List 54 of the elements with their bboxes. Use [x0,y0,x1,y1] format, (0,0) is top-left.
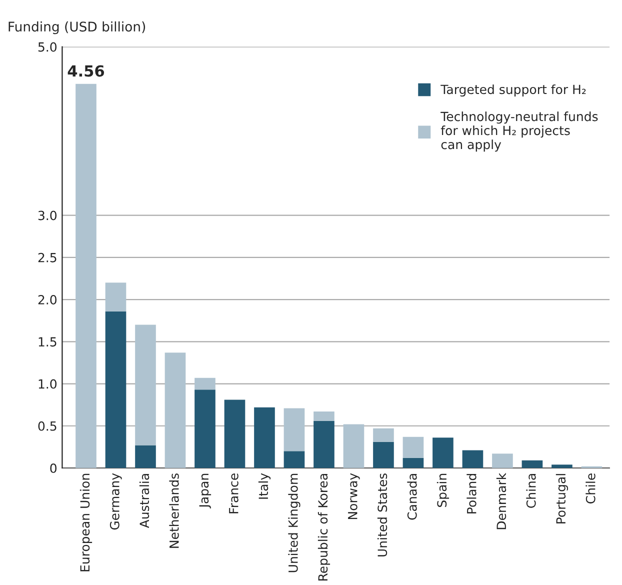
bar [76,84,96,468]
x-tick-label: Denmark [496,472,506,530]
bar [254,407,275,468]
x-tick-label: United States [377,473,388,556]
x-tick-label: Canada [407,474,417,520]
x-tick-label: Australia [139,474,150,528]
x-tick-label: Italy [258,473,271,499]
x-tick-label: Chile [586,474,596,504]
bar [432,438,454,468]
bar [284,451,305,468]
bar [343,424,364,468]
bar [194,378,216,390]
y-tick-label: 0 [50,463,57,473]
bar [164,352,186,468]
bar [105,282,126,312]
x-tick-label: Netherlands [169,473,179,548]
bar [522,460,543,468]
x-tick-label: United Kingdom [288,474,300,572]
bar [224,400,246,468]
y-tick-label: 2.0 [38,294,57,304]
bar [135,324,156,446]
bar [105,311,126,468]
x-tick-label: Poland [466,474,476,514]
x-tick-label: China [526,474,536,508]
y-tick-label: 5.0 [38,42,57,52]
bar [492,454,513,468]
x-tick-label: European Union [80,474,92,572]
x-tick-label: Norway [348,473,360,520]
legend-label: Targeted support for H₂ [440,84,586,97]
y-axis-title: Funding (USD billion) [8,21,146,34]
bar [402,436,424,458]
bar [314,412,334,421]
y-tick-label: 3.0 [38,210,57,220]
x-tick-label: Japan [199,474,212,508]
bar [135,445,156,468]
y-tick-label: 1.5 [38,337,56,347]
bar [402,458,424,468]
total-label: 4.56 [68,65,104,77]
bar [314,420,334,468]
bar [373,428,394,442]
bar [284,408,305,452]
y-tick-label: 0.5 [38,421,56,431]
legend-label: Technology-neutral funds for which H₂ projects can apply [440,112,598,152]
x-tick-label: Germany [110,473,122,530]
y-tick-label: 2.5 [38,252,56,262]
bar [194,390,216,468]
bar [552,464,572,468]
bar [462,450,484,468]
x-tick-label: Portugal [556,474,568,524]
bar [373,442,394,468]
x-tick-label: Republic of Korea [318,474,330,580]
x-tick-label: Spain [436,474,450,507]
x-tick-label: France [229,474,238,514]
y-tick-label: 1.0 [38,379,57,389]
